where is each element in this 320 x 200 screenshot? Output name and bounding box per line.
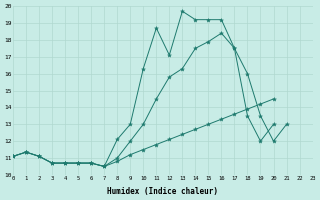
X-axis label: Humidex (Indice chaleur): Humidex (Indice chaleur) (107, 187, 218, 196)
